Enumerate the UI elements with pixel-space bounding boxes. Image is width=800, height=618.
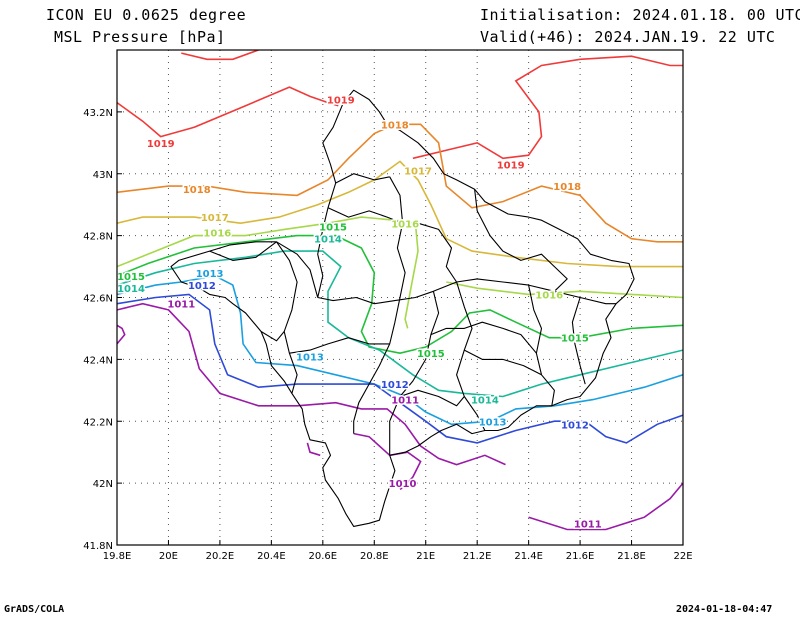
isobar-1011 [117,324,126,345]
isobar-label: 1012 [188,281,216,292]
x-tick-label: 20.8E [360,551,389,562]
x-tick-label: 21.4E [514,551,543,562]
x-tick-label: 19.8E [103,551,132,562]
x-tick-label: 21E [416,551,435,562]
border-line [389,291,440,456]
isobar-label: 1019 [497,160,525,171]
isobar-label: 1011 [167,300,195,311]
border-line [335,173,390,184]
isobar-label: 1017 [404,167,432,178]
x-tick-label: 20.2E [206,551,235,562]
border-line [474,189,568,292]
isobar-label: 1013 [479,417,507,428]
isobar-labels: 1019 1019 1019 1018 1018 1018 1017 1017 1016 1016… [116,94,604,532]
y-tick-label: 43.2N [83,108,113,119]
x-tick-label: 21.6E [566,551,595,562]
isobar-label: 1015 [319,222,347,233]
border-line [571,297,586,385]
footer-timestamp: 2024-01-18-04:47 [676,604,773,615]
isobar-1017 [117,160,683,268]
x-tick-label: 20.4E [257,551,286,562]
isobar-1010 [353,432,391,456]
isobar-1019 [181,50,259,61]
border-line [464,349,542,376]
isobar-label: 1016 [535,290,563,301]
isobar-label: 1015 [561,334,589,345]
isobar-label: 1016 [203,229,231,240]
isobar-1010 [306,442,321,457]
isobar-label: 1016 [391,219,419,230]
y-tick-label: 43N [93,170,113,181]
border-line [289,337,390,354]
isobar-label: 1012 [381,380,409,391]
init-time: Initialisation: 2024.01.18. 00 UTC [480,6,800,24]
y-tick-label: 42.6N [83,294,113,305]
isobar-label: 1019 [147,139,175,150]
valid-time: Valid(+46): 2024.JAN.19. 22 UTC [480,28,776,46]
x-tick-label: 20.6E [309,551,338,562]
border-line [170,89,635,527]
border-line [260,331,285,342]
border-line [399,389,465,407]
isobar-label: 1014 [471,396,499,407]
x-tick-label: 22E [673,551,692,562]
border-line [209,241,277,261]
axis-ticks: 19.8E 20E 20.2E 20.4E 20.6E 20.8E 21E 21.2E 21.4… [83,108,692,562]
isobar-label: 1019 [327,96,355,107]
isobar-label: 1011 [574,519,602,530]
isobar-label: 1014 [314,235,342,246]
footer-software: GrADS/COLA [4,604,65,615]
isobar-label: 1011 [391,396,419,407]
isobar-1018 [117,123,683,243]
isobar-1019 [117,86,339,138]
isobar-label: 1013 [196,269,224,280]
border-line [417,222,458,283]
isobar-label: 1014 [117,284,145,295]
y-tick-label: 42.2N [83,417,113,428]
x-tick-label: 21.2E [463,551,492,562]
y-tick-label: 42.8N [83,232,113,243]
isobar-1012 [117,293,683,444]
y-tick-label: 42N [93,479,113,490]
isobar-label: 1015 [117,272,145,283]
isobar-label: 1018 [553,182,581,193]
y-tick-label: 42.4N [83,355,113,366]
isobar-1015 [117,234,683,355]
isobar-1016 [446,281,683,299]
y-tick-label: 41.8N [83,541,113,552]
admin-borders [170,89,635,527]
isobar-1011 [528,482,683,531]
border-line [456,281,486,431]
border-line [276,241,298,394]
border-line [327,207,403,224]
isobar-1016 [117,216,419,329]
isobar-label: 1018 [183,185,211,196]
isobar-label: 1013 [296,352,324,363]
isobar-1019 [412,55,683,160]
model-title: ICON EU 0.0625 degree [46,6,247,24]
variable-title: MSL Pressure [hPa] [54,28,226,46]
isobar-label: 1010 [389,479,417,490]
x-tick-label: 21.8E [617,551,646,562]
isobar-label: 1012 [561,420,589,431]
isobar-label: 1015 [417,349,445,360]
x-tick-label: 20E [159,551,178,562]
isobar-label: 1017 [201,213,229,224]
border-line [430,321,537,354]
isobar-1011 [117,302,506,466]
isobar-label: 1018 [381,120,409,131]
